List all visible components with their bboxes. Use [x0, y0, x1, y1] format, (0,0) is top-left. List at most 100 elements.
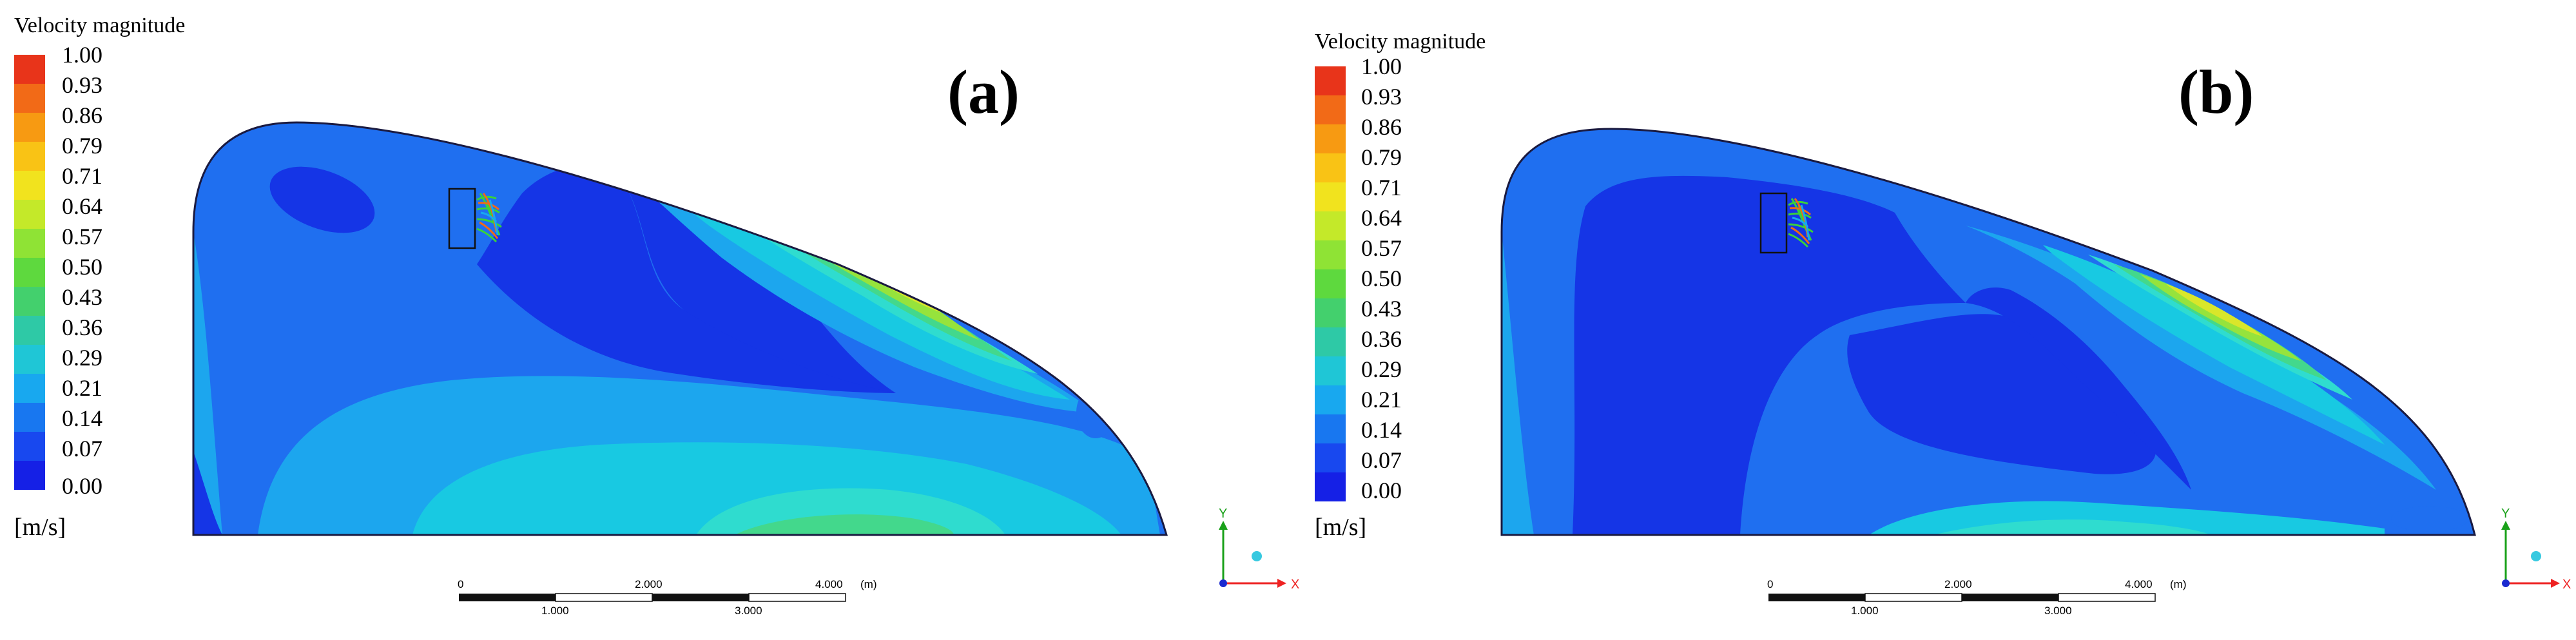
scale-segment: [652, 594, 749, 601]
legend-title: Velocity magnitude: [1315, 30, 1486, 53]
scale-label-bottom: 3.000: [2044, 605, 2072, 617]
legend-unit: [m/s]: [14, 514, 66, 541]
legend-swatch-12: [14, 403, 45, 432]
legend-tick: 0.50: [1361, 266, 1402, 291]
scale-unit: (m): [860, 578, 876, 590]
legend-swatch-7: [1315, 269, 1346, 298]
legend-swatch-14: [1315, 472, 1346, 501]
contour-region: [1933, 519, 2211, 535]
y-axis-label: Y: [2501, 507, 2510, 521]
contour-region: [269, 166, 375, 233]
legend-swatch-3: [1315, 153, 1346, 182]
scale-bar: 0 2.000 4.000 (m) 1.000 3.000: [1767, 578, 2186, 617]
scale-label-top: 2.000: [635, 578, 663, 590]
contour-region: [477, 163, 896, 393]
impeller-vectors: [1788, 198, 1814, 248]
legend-tick: 1.00: [1361, 53, 1402, 79]
legend-swatch-2: [1315, 124, 1346, 153]
domain-outline: [192, 121, 1168, 536]
legend-tick: 0.50: [62, 254, 102, 280]
contour-region: [2391, 506, 2468, 532]
legend-tick: 0.21: [1361, 387, 1402, 412]
scale-bar: 0 2.000 4.000 (m) 1.000 3.000: [458, 578, 876, 617]
legend-tick: 0.07: [1361, 447, 1402, 473]
scale-label-top: 0: [458, 578, 463, 590]
legend-swatch-5: [1315, 211, 1346, 240]
domain-outline: [1500, 128, 2476, 536]
legend-tick: 0.64: [1361, 205, 1402, 231]
scale-segment: [1962, 594, 2058, 601]
legend-swatch-6: [1315, 240, 1346, 269]
legend-swatch-13: [14, 432, 45, 461]
scale-segment: [459, 594, 556, 601]
contour-region: [1966, 226, 2436, 490]
legend-swatch-1: [14, 84, 45, 113]
scale-segment: [555, 593, 653, 602]
scale-segment: [748, 593, 846, 602]
contour-region: [1847, 314, 2156, 474]
legend-swatch-9: [1315, 327, 1346, 356]
legend-swatch-10: [14, 345, 45, 374]
scale-segment: [2058, 593, 2156, 602]
panel-a: Velocity magnitude 1.00 0.93 0.86 0.79 0…: [14, 14, 1299, 617]
legend-colorbar: [14, 55, 45, 490]
legend-swatch-12: [1315, 414, 1346, 443]
scale-segment: [1768, 594, 1865, 601]
impeller-vectors: [476, 193, 502, 243]
legend-swatch-6: [14, 229, 45, 258]
scale-label-top: 4.000: [815, 578, 843, 590]
legend-tick: 0.71: [1361, 175, 1402, 200]
legend-swatch-3: [14, 142, 45, 171]
legend-tick: 0.00: [62, 473, 102, 499]
panel-label: (a): [947, 57, 1020, 126]
panel-b: Velocity magnitude 1.00 0.93 0.86 0.79 0…: [1315, 30, 2571, 617]
contour-region: [193, 232, 222, 535]
x-axis-arrowhead: [1277, 579, 1286, 588]
y-axis-arrowhead: [2501, 521, 2510, 530]
view-sphere-icon: [1252, 551, 1262, 561]
legend-tick: 0.21: [62, 375, 102, 401]
axis-triad: Y X: [1219, 507, 1299, 592]
legend-swatch-7: [14, 258, 45, 287]
legend-tick: 0.07: [62, 436, 102, 461]
scale-label-bottom: 3.000: [735, 605, 762, 617]
contour-region: [1966, 287, 2191, 490]
legend-tick: 0.14: [1361, 417, 1402, 443]
legend-title: Velocity magnitude: [14, 14, 185, 37]
legend-ticks: 1.00 0.93 0.86 0.79 0.71 0.64 0.57 0.50 …: [62, 42, 102, 499]
legend-tick: 0.93: [1361, 84, 1402, 110]
legend-ticks: 1.00 0.93 0.86 0.79 0.71 0.64 0.57 0.50 …: [1361, 53, 1402, 503]
contour-region: [735, 514, 954, 535]
legend-swatch-9: [14, 316, 45, 345]
legend-tick: 0.14: [62, 405, 102, 431]
legend-tick: 0.29: [62, 345, 102, 371]
scale-label-bottom: 1.000: [541, 605, 569, 617]
legend-tick: 0.79: [62, 133, 102, 159]
legend-tick: 0.86: [1361, 114, 1402, 140]
legend-tick: 0.86: [62, 102, 102, 128]
legend-tick: 1.00: [62, 42, 102, 68]
legend-tick: 0.36: [62, 315, 102, 340]
legend-swatch-8: [1315, 298, 1346, 327]
legend-tick: 0.36: [1361, 326, 1402, 352]
contour-plot: [193, 122, 1167, 535]
legend-swatch-11: [1315, 385, 1346, 414]
legend-colorbar: [1315, 66, 1346, 501]
axis-triad: Y X: [2501, 507, 2571, 592]
legend-unit: [m/s]: [1315, 514, 1366, 541]
impeller-region: [1759, 192, 1788, 254]
impeller-region: [448, 188, 476, 249]
legend-tick: 0.43: [62, 284, 102, 310]
contour-region: [2043, 245, 2385, 445]
legend-tick: 0.43: [1361, 296, 1402, 322]
legend-swatch-8: [14, 287, 45, 316]
legend-swatch-5: [14, 200, 45, 229]
contour-plot: [1502, 129, 2475, 535]
z-axis-marker: [1219, 579, 1227, 587]
legend-tick: 0.57: [1361, 235, 1402, 261]
scale-unit: (m): [2170, 578, 2186, 590]
legend-tick: 0.71: [62, 163, 102, 189]
legend-swatch-1: [1315, 95, 1346, 124]
x-axis-arrowhead: [2551, 579, 2560, 588]
